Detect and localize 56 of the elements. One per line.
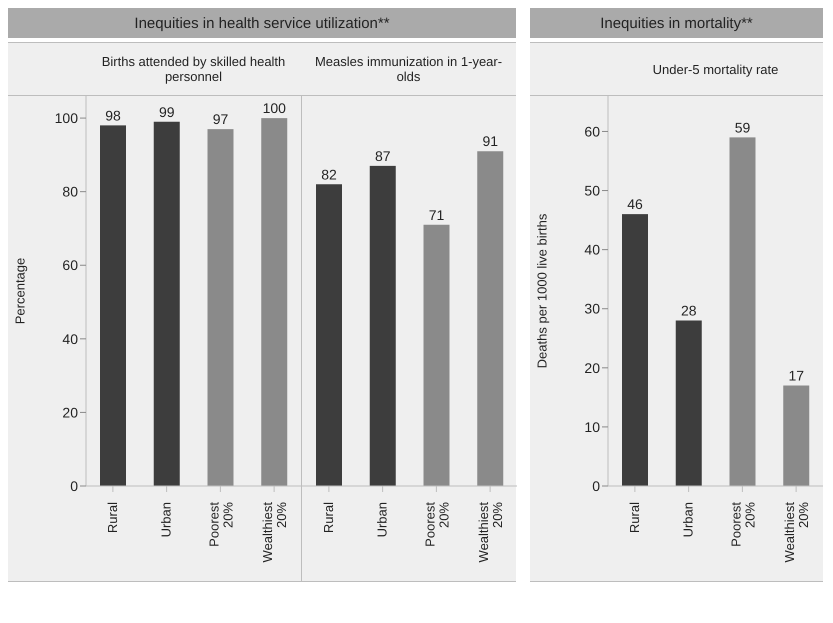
bar	[783, 386, 810, 486]
bar	[370, 166, 396, 486]
x-tick-label: Rural	[104, 502, 120, 534]
data-label: 28	[680, 302, 697, 319]
data-label: 98	[105, 107, 121, 124]
data-label: 97	[212, 111, 228, 128]
bar	[730, 137, 756, 486]
data-label: 82	[321, 166, 337, 182]
x-tick-label: Poorest 20%	[206, 502, 236, 547]
data-label: 17	[788, 368, 804, 384]
y-axis-title: Percentage	[12, 258, 28, 324]
chart-title: Inequities in mortality**	[530, 8, 823, 38]
bar	[261, 118, 288, 486]
x-tick-label: Wealthiest 20%	[476, 502, 506, 562]
x-tick-label: Urban	[680, 502, 696, 538]
y-tick-label: 10	[584, 418, 600, 435]
y-tick-label: 20	[584, 360, 600, 376]
chart-title: Inequities in health service utilization**	[8, 8, 516, 38]
data-label: 46	[627, 196, 643, 212]
y-tick-label: 20	[62, 404, 78, 420]
y-tick-label: 80	[62, 184, 78, 200]
data-label: 87	[374, 148, 391, 164]
bar	[154, 122, 180, 486]
y-axis-title: Deaths per 1000 live births	[534, 213, 550, 368]
chart-subtitle: Under-5 mortality rate	[652, 60, 780, 79]
x-tick-label: Rural	[320, 502, 336, 534]
chart-subtitle: Measles immunization in 1-year-olds	[301, 43, 516, 95]
y-tick-label: 60	[584, 123, 600, 140]
y-tick-label: 0	[592, 478, 600, 494]
x-tick-label: Poorest 20%	[422, 502, 452, 547]
data-label: 91	[482, 133, 498, 150]
y-tick-label: 40	[62, 330, 78, 347]
bar	[622, 214, 648, 486]
x-tick-label: Rural	[626, 502, 642, 534]
x-tick-label: Wealthiest 20%	[782, 502, 812, 562]
x-tick-label: Poorest 20%	[728, 502, 758, 547]
y-tick-label: 30	[584, 300, 600, 317]
y-tick-label: 100	[54, 110, 78, 126]
bar	[424, 224, 450, 486]
y-tick-label: 0	[70, 478, 78, 494]
data-label: 100	[262, 100, 286, 116]
data-label: 99	[158, 104, 175, 120]
chart-subtitle: Births attended by skilled health personnel	[100, 53, 286, 86]
x-tick-label: Wealthiest 20%	[260, 502, 290, 562]
y-tick-label: 50	[584, 182, 600, 199]
bar	[477, 151, 504, 486]
bar	[676, 320, 702, 486]
y-tick-label: 40	[584, 242, 600, 258]
bar	[316, 184, 342, 486]
data-label: 71	[428, 206, 444, 223]
bar	[100, 125, 126, 486]
y-tick-label: 60	[62, 257, 78, 274]
data-label: 59	[734, 119, 750, 136]
bar	[208, 129, 234, 486]
x-tick-label: Urban	[374, 502, 390, 538]
x-tick-label: Urban	[158, 502, 174, 538]
